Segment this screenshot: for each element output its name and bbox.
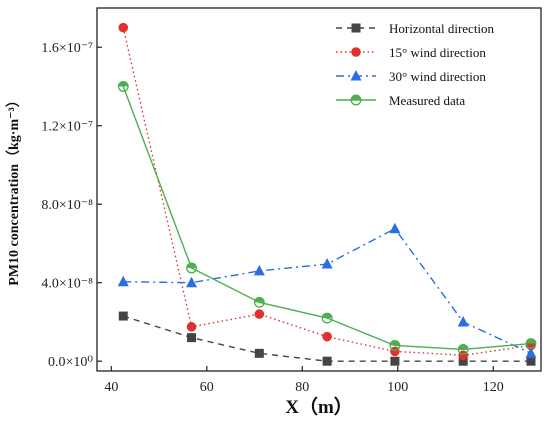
series-line-3 xyxy=(122,86,532,351)
data-point xyxy=(458,356,468,366)
data-point xyxy=(322,356,332,366)
y-tick-label: 0.0×10⁰ xyxy=(48,355,93,370)
data-point xyxy=(390,356,400,366)
x-axis-label: X（m） xyxy=(285,395,353,418)
legend-marker xyxy=(350,70,362,81)
data-point xyxy=(321,258,333,269)
data-point xyxy=(118,22,129,33)
data-point xyxy=(389,340,401,351)
data-point xyxy=(321,312,333,324)
data-point xyxy=(526,356,536,366)
data-point xyxy=(525,338,537,349)
data-point xyxy=(525,347,537,358)
data-point xyxy=(322,331,332,342)
x-tick-label: 80 xyxy=(295,380,309,395)
y-axis-label: PM10 concentration（kg·m⁻³） xyxy=(6,93,22,285)
data-point xyxy=(389,222,401,234)
axes: 40 60 80 100 120 0.0×10⁰ 4.0×10⁻⁸ 8.0×10⁻⁸ 1.2×1… xyxy=(41,7,542,395)
data-point xyxy=(457,315,469,327)
data-point xyxy=(254,309,265,319)
data-point xyxy=(457,343,469,355)
y-tick-label: 1.2×10⁻⁷ xyxy=(41,120,93,135)
legend-label: Measured data xyxy=(389,93,465,108)
x-tick-label: 120 xyxy=(483,380,504,395)
legend-marker xyxy=(351,23,361,33)
legend-label: 15° wind direction xyxy=(389,45,486,60)
data-point xyxy=(187,333,197,343)
y-tick-label: 1.6×10⁻⁷ xyxy=(41,41,93,56)
data-point xyxy=(117,81,129,92)
data-point xyxy=(118,311,128,321)
x-tick-label: 100 xyxy=(387,380,408,395)
legend-label: Horizontal direction xyxy=(389,21,495,36)
data-point xyxy=(117,275,129,287)
data-point xyxy=(254,348,264,358)
series-markers xyxy=(117,22,537,366)
x-tick-label: 60 xyxy=(200,380,214,395)
data-point xyxy=(186,262,197,274)
legend: Horizontal direction 15° wind direction 30… xyxy=(336,21,495,108)
legend-marker xyxy=(351,47,361,57)
y-tick-label: 8.0×10⁻⁸ xyxy=(41,198,93,213)
legend-label: 30° wind direction xyxy=(389,69,486,84)
data-point xyxy=(253,264,265,276)
legend-marker xyxy=(350,94,362,106)
data-point xyxy=(253,296,265,308)
data-point xyxy=(186,322,197,332)
y-tick-label: 4.0×10⁻⁸ xyxy=(41,277,93,292)
plot-frame xyxy=(96,7,542,372)
data-point xyxy=(186,276,198,288)
x-tick-label: 40 xyxy=(104,380,118,395)
